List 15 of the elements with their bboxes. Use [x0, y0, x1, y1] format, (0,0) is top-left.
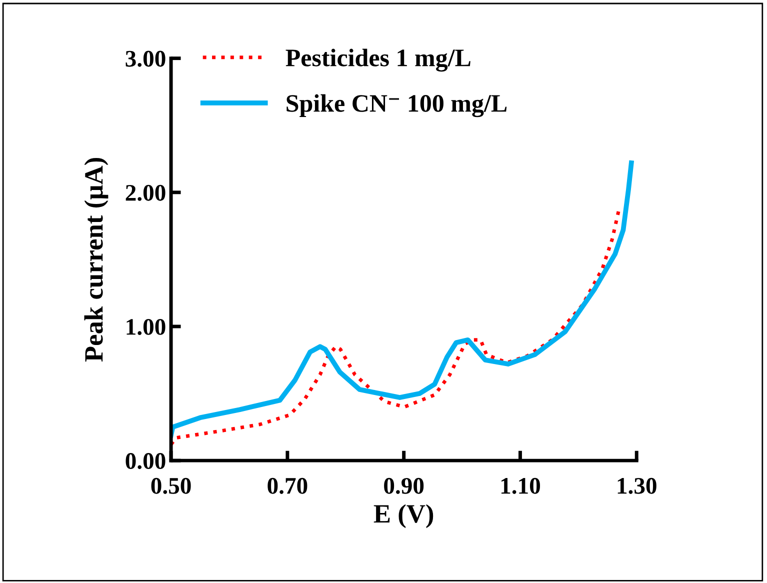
x-tick-label: 0.50 — [151, 478, 191, 494]
y-tick-label: 0.00 — [126, 453, 166, 470]
x-tick-label: 0.90 — [384, 478, 424, 494]
y-axis-title: Peak current (µA) — [84, 158, 108, 362]
y-tick-label: 3.00 — [126, 50, 166, 67]
line-series — [171, 209, 620, 446]
x-axis-title: E (V) — [374, 504, 434, 528]
legend-label: Spike CN⁻ 100 mg/L — [286, 94, 507, 118]
y-tick-label: 1.00 — [126, 318, 166, 336]
legend-label: Pesticides 1 mg/L — [286, 48, 470, 72]
x-tick-label: 1.10 — [501, 478, 540, 494]
x-tick-label: 0.70 — [268, 478, 308, 494]
x-tick-label: 1.30 — [618, 478, 656, 494]
y-tick-label: 2.00 — [126, 184, 166, 201]
line-series — [171, 160, 634, 438]
